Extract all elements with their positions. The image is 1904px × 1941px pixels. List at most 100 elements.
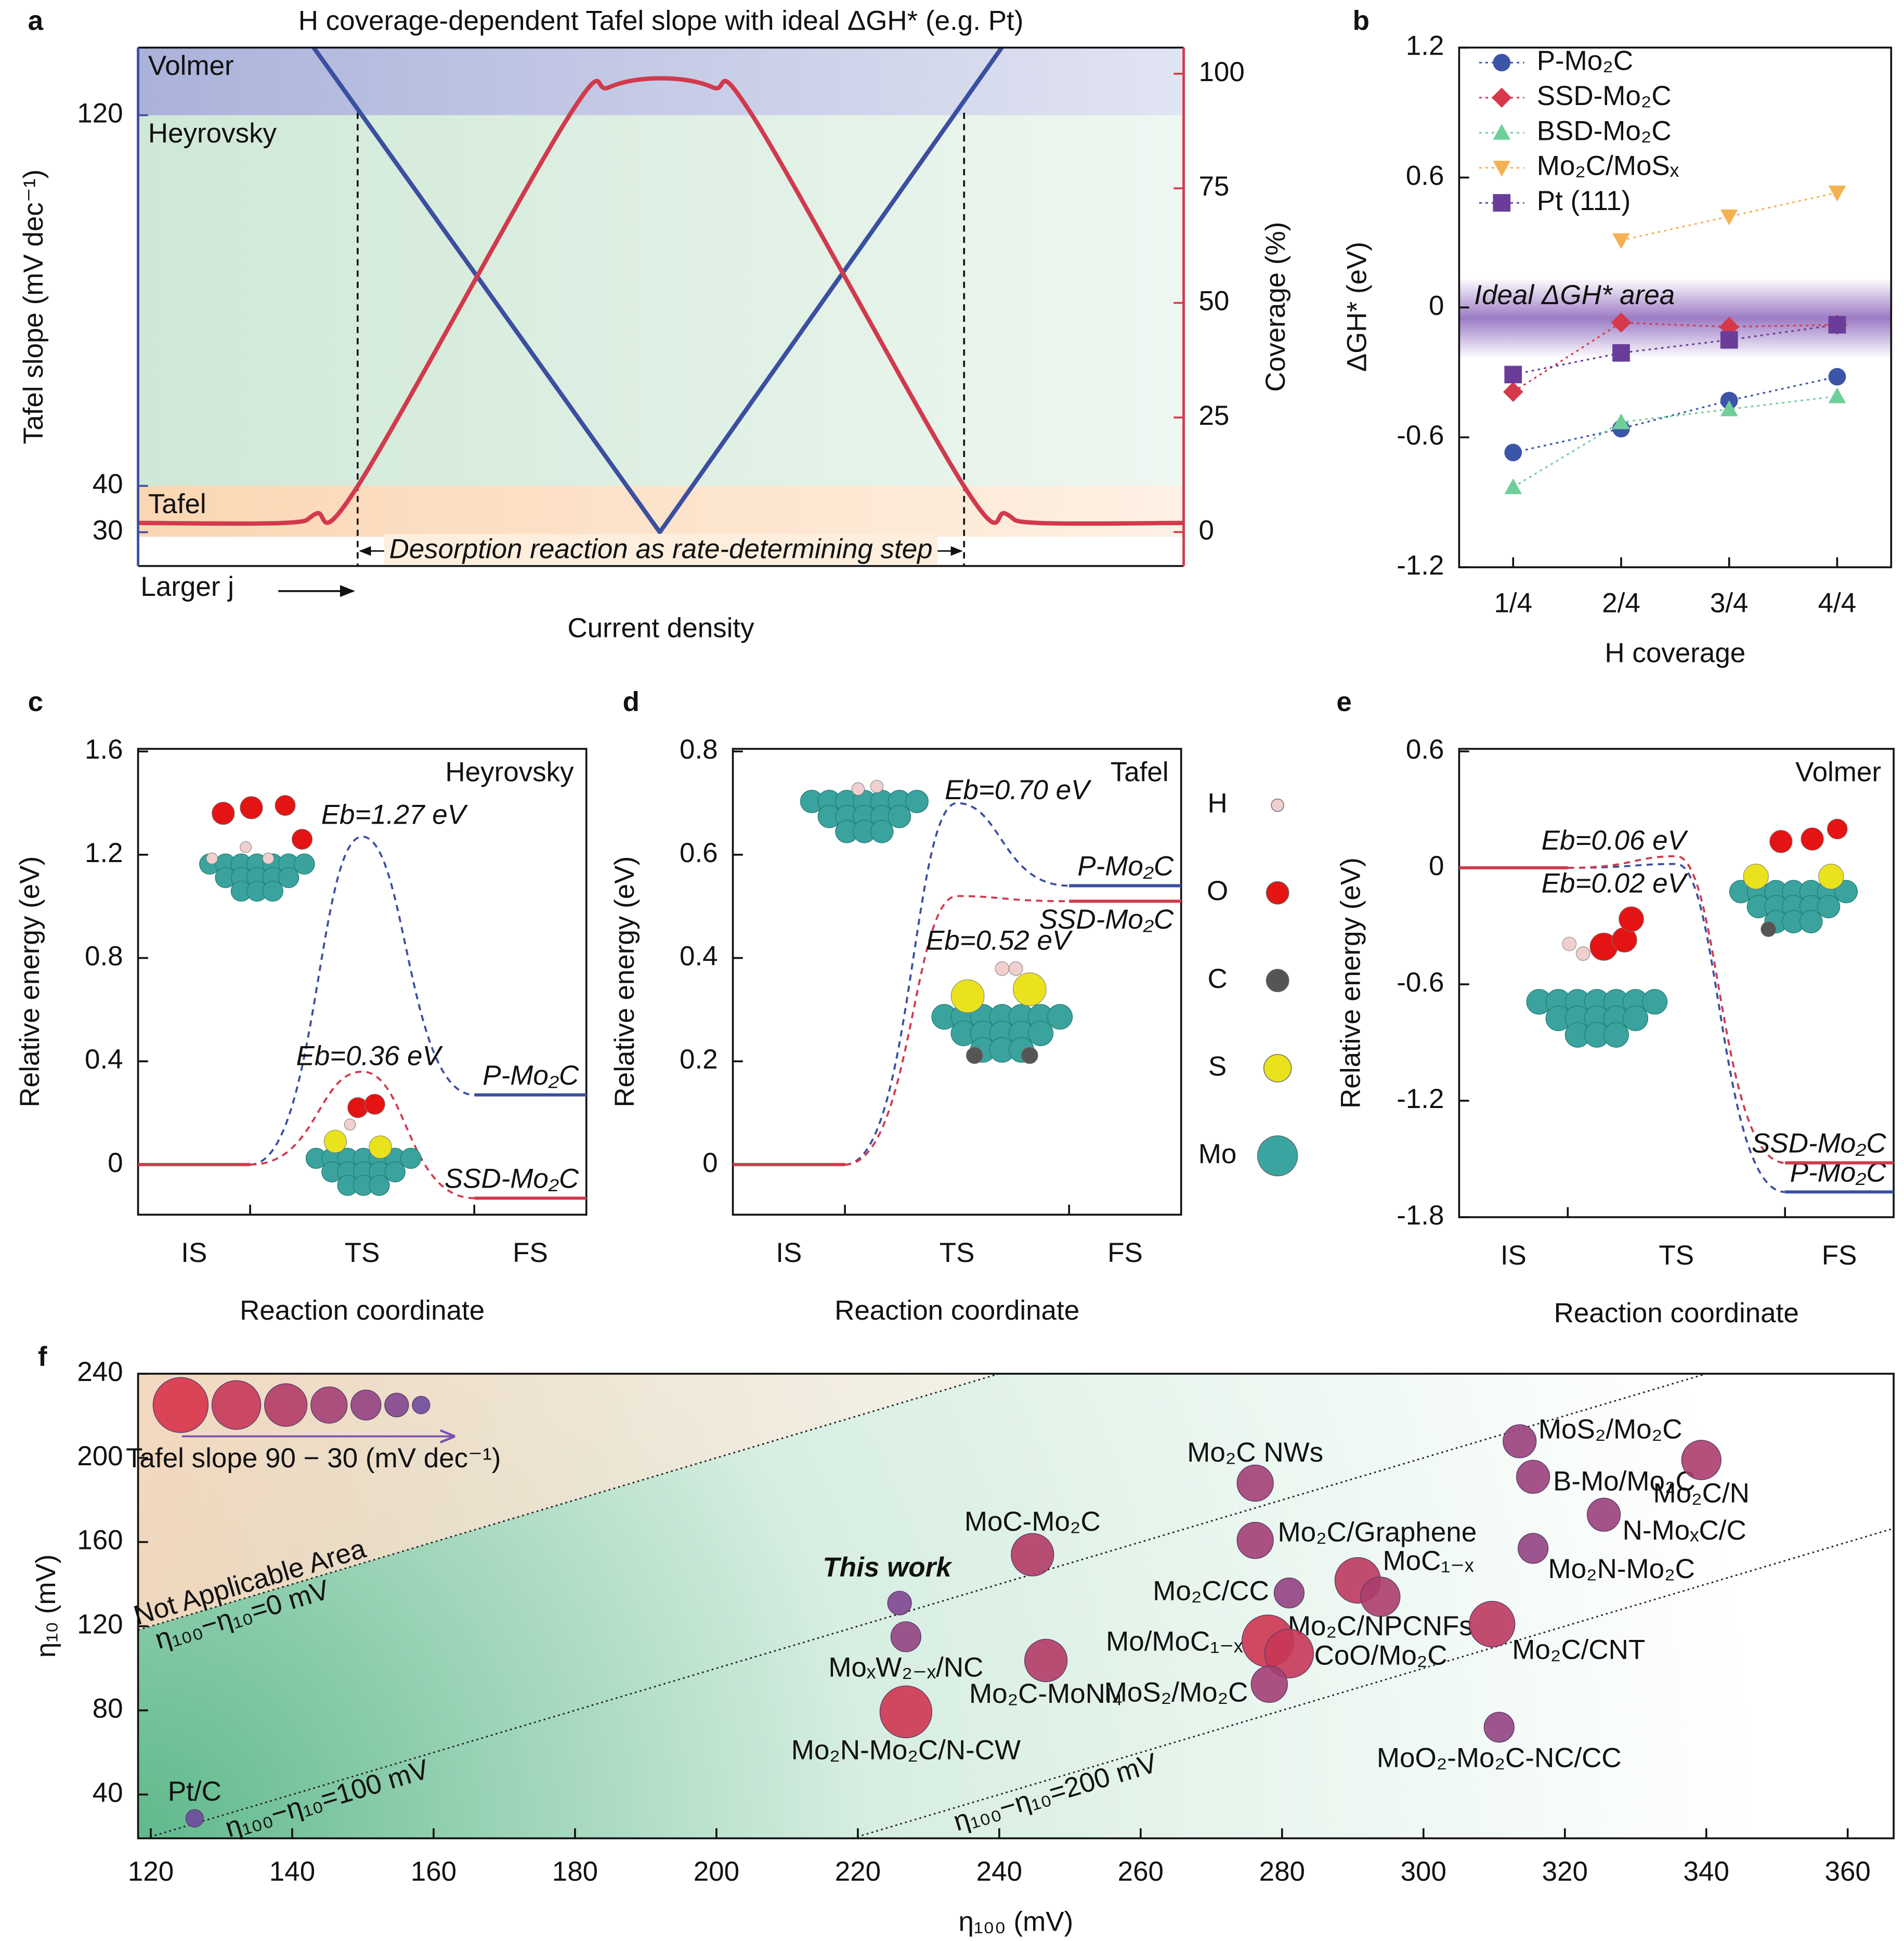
panel-title: Heyrovsky [445, 757, 574, 787]
plot-frame [732, 748, 1182, 1216]
bubble [1264, 1629, 1314, 1678]
line [1512, 321, 1837, 393]
bubble [879, 1685, 933, 1739]
panel-label: b [1353, 5, 1370, 36]
x-tick-label: 340 [1684, 1856, 1729, 1887]
bubble-label: N-MoₓC/C [1623, 1515, 1746, 1546]
x-tick-label: FS [513, 1237, 548, 1268]
x-tick-label: TS [1659, 1240, 1694, 1271]
line [1512, 324, 1837, 375]
atom [1576, 946, 1590, 961]
legend-label: Mo₂C/MoSₓ [1537, 151, 1679, 181]
atom [262, 852, 275, 865]
y-tick-label: 200 [77, 1441, 123, 1471]
atom [1021, 1047, 1038, 1064]
legend-label: BSD-Mo₂C [1537, 115, 1672, 146]
atom [278, 867, 299, 889]
band-label: Volmer [148, 50, 234, 81]
value-label: Eb=0.06 eV [1542, 825, 1689, 856]
bubble-label: MoC-Mo₂C [964, 1506, 1101, 1537]
x-tick-label: 1/4 [1494, 588, 1532, 618]
legend-marker [1493, 194, 1511, 212]
x-tick-label: 260 [1118, 1856, 1164, 1887]
point [1612, 344, 1630, 362]
atom [1027, 1020, 1054, 1046]
x-tick-label: 3/4 [1710, 588, 1749, 618]
x-axis-label: Reaction coordinate [240, 1295, 485, 1326]
y-axis-label: Relative energy (eV) [1336, 857, 1366, 1109]
x-tick-label: 160 [411, 1856, 457, 1887]
point [1720, 400, 1738, 416]
y-tick-label: 120 [77, 98, 123, 129]
energy-curve [1568, 863, 1785, 1193]
bubble [1516, 1460, 1550, 1494]
legend-label: SSD-Mo₂C [1537, 81, 1672, 111]
bubble [1469, 1600, 1516, 1648]
y-tick-label: 240 [77, 1357, 123, 1387]
x-tick-label: FS [1822, 1240, 1857, 1271]
bubble [1273, 1578, 1305, 1609]
element-swatch [1263, 1054, 1292, 1083]
y-axis-label: Relative energy (eV) [609, 856, 640, 1108]
point [1611, 312, 1632, 333]
atom [364, 1093, 385, 1115]
value-label: Eb=0.52 eV [926, 925, 1073, 956]
atom [966, 1047, 983, 1064]
x-tick-label: 120 [128, 1856, 174, 1887]
y-tick-label: 25 [1198, 400, 1229, 431]
y-tick-label: -0.6 [1397, 420, 1444, 451]
size-legend-bubble [264, 1383, 308, 1427]
atom [1619, 906, 1644, 932]
size-legend-bubble [211, 1380, 262, 1430]
y-tick-label: 75 [1198, 171, 1229, 202]
line [138, 76, 1184, 526]
atom [369, 1175, 390, 1196]
atom [369, 1135, 392, 1159]
point [1828, 186, 1846, 202]
x-tick-label: 240 [976, 1856, 1022, 1887]
x-axis-label: Reaction coordinate [1554, 1298, 1799, 1328]
y-tick-label: -1.2 [1397, 550, 1444, 581]
panel-title: Tafel [1111, 757, 1169, 787]
atom [1622, 1005, 1649, 1032]
x-tick-label: 220 [835, 1856, 881, 1887]
molecule-illustration [1526, 906, 1668, 1048]
line [1512, 395, 1837, 488]
band-label: Tafel [148, 489, 206, 519]
atom [1603, 1022, 1629, 1048]
x-tick-label: IS [776, 1237, 802, 1268]
x-tick-label: FS [1107, 1237, 1143, 1268]
x-tick-label: 180 [552, 1856, 598, 1887]
size-legend-bubble [350, 1389, 382, 1421]
bubble [1586, 1497, 1621, 1532]
bubble-label: Mo₂C-MoNi₄ [969, 1678, 1123, 1709]
element-swatch [1266, 881, 1289, 905]
band [138, 47, 1184, 115]
y-tick-label: 0.8 [680, 734, 718, 765]
point [1503, 382, 1523, 402]
point [1504, 444, 1522, 462]
element-label: Mo [1198, 1139, 1237, 1169]
x-tick-label: IS [1501, 1240, 1527, 1271]
y-tick-label: 0 [1429, 290, 1444, 321]
point [1504, 366, 1522, 384]
size-legend-bubble [310, 1386, 348, 1424]
y-tick-label: 0.4 [85, 1044, 123, 1075]
atom [1818, 864, 1844, 890]
ideal-band-label: Ideal ΔGH* area [1474, 280, 1675, 310]
bubble-label: Mo₂N-Mo₂C/N-CW [791, 1735, 1021, 1765]
point [1828, 387, 1846, 403]
bubble [1517, 1533, 1549, 1564]
legend-marker [1493, 54, 1511, 72]
diagonal-line [852, 1528, 1894, 1839]
bubble [1024, 1638, 1068, 1683]
y-tick-label: 0.4 [680, 941, 718, 971]
bubble [890, 1621, 921, 1652]
point [1828, 368, 1846, 386]
atom [1769, 830, 1793, 853]
bubble-label: Mo₂C/NPCNFs [1288, 1611, 1473, 1642]
y-tick-label: 120 [77, 1609, 123, 1640]
bubble-label: Mo₂C/CC [1153, 1576, 1269, 1607]
size-legend-bubble [412, 1396, 431, 1414]
